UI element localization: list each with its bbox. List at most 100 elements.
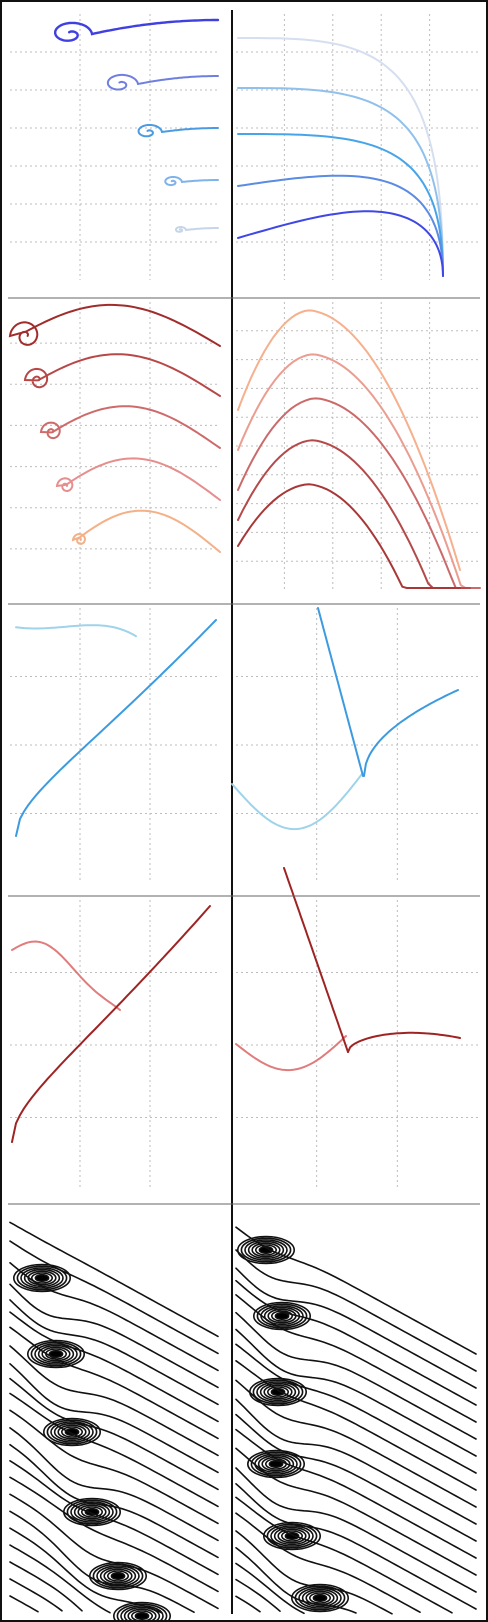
contour-line (9, 1283, 219, 1389)
branch-curve (237, 87, 444, 277)
contour-line (235, 1267, 477, 1389)
curves (237, 37, 444, 277)
contour-ring (256, 1381, 300, 1403)
contour-line (235, 1595, 261, 1613)
contour-ring (257, 1454, 295, 1474)
contour-ring (237, 1235, 296, 1265)
spiral-curve (54, 18, 220, 42)
spiral-curve (23, 353, 221, 397)
contour-line (9, 1578, 63, 1612)
contour-line (235, 1428, 477, 1559)
curves (15, 619, 217, 837)
contour-ring (12, 1263, 72, 1293)
branch-curve (237, 37, 444, 277)
contour-ring (103, 1568, 133, 1584)
contour-ring (256, 1303, 308, 1329)
curves (54, 18, 220, 233)
contour-ring (107, 1570, 130, 1582)
contour-line (235, 1249, 477, 1372)
contour-line (235, 1467, 477, 1593)
contour-ring (270, 1525, 314, 1547)
cusp-branch-dark (15, 619, 217, 837)
contour-ring (251, 1242, 281, 1258)
contour-ring (240, 1237, 292, 1263)
contour-ring (57, 1424, 87, 1440)
panel-cusp-red-left (10, 900, 220, 1190)
contour-ring (250, 1451, 302, 1477)
grid (236, 900, 478, 1190)
contour-line (235, 1578, 281, 1612)
spiral-curve (164, 176, 219, 187)
contour-line (9, 1299, 219, 1406)
contour-line (235, 1530, 393, 1615)
contour-ring (116, 1603, 168, 1622)
contour-line (235, 1360, 477, 1491)
contour-ring (277, 1528, 307, 1544)
contour-lines (235, 1226, 477, 1615)
spiral-curve (39, 405, 221, 449)
contour-ring (312, 1593, 328, 1603)
contour-ring (308, 1592, 331, 1604)
panel-cusp-red-right (235, 867, 478, 1190)
panel-spirals-blue (10, 14, 220, 280)
contour-line (235, 1343, 477, 1474)
branch-curve (237, 439, 471, 589)
contour-ring (266, 1386, 289, 1398)
contour-line (235, 1311, 477, 1440)
contour-line (9, 1409, 219, 1525)
cusp-branch-dark (11, 905, 211, 1143)
contour-line (235, 1562, 305, 1615)
contour-line (9, 1493, 219, 1610)
contour-ring (273, 1526, 311, 1546)
contour-ring (70, 1501, 114, 1523)
contour-ring (274, 1311, 290, 1321)
contour-line (235, 1226, 477, 1355)
contour-line (9, 1460, 219, 1576)
contour-ring (81, 1506, 104, 1518)
contour-ring (255, 1244, 278, 1256)
contour-ring (34, 1273, 50, 1283)
contour-ring (16, 1265, 68, 1291)
branch-curve (237, 210, 444, 277)
contour-line (9, 1527, 163, 1614)
contour-ring (42, 1417, 102, 1447)
contour-line (9, 1363, 219, 1474)
contour-line (235, 1496, 453, 1614)
panel-contours-right (235, 1226, 477, 1615)
contour-ring (280, 1530, 303, 1542)
contour-line (9, 1544, 111, 1614)
contour-ring (247, 1449, 306, 1479)
contour-line (235, 1512, 421, 1613)
grid (236, 608, 478, 882)
contour-ring (64, 1427, 80, 1437)
grid (10, 608, 220, 882)
panel-spirals-red (8, 302, 221, 590)
panel-contours-left (9, 1221, 219, 1622)
contour-ring (46, 1419, 98, 1445)
contour-ring (60, 1426, 83, 1438)
contour-line (9, 1510, 195, 1613)
contour-line (235, 1398, 477, 1525)
contour-ring (259, 1382, 297, 1402)
contour-ring (290, 1583, 349, 1613)
grid (10, 14, 220, 280)
contour-ring (113, 1601, 171, 1622)
grid (10, 302, 220, 590)
panel-branches-blue (236, 14, 478, 280)
contour-ring (66, 1499, 118, 1525)
contour-ring (84, 1507, 100, 1517)
contour-line (235, 1279, 477, 1406)
cusp-branch-light (11, 940, 121, 1011)
contour-line (9, 1326, 219, 1440)
contour-line (9, 1427, 219, 1542)
contour-ring (284, 1531, 300, 1541)
cusp-branch-light (235, 1035, 347, 1072)
contour-line (9, 1377, 219, 1491)
cusp-branch-dark (317, 607, 364, 777)
contour-ring (301, 1588, 339, 1608)
contour-line (235, 1547, 357, 1614)
contour-line (9, 1476, 219, 1593)
contour-ring (298, 1587, 342, 1609)
